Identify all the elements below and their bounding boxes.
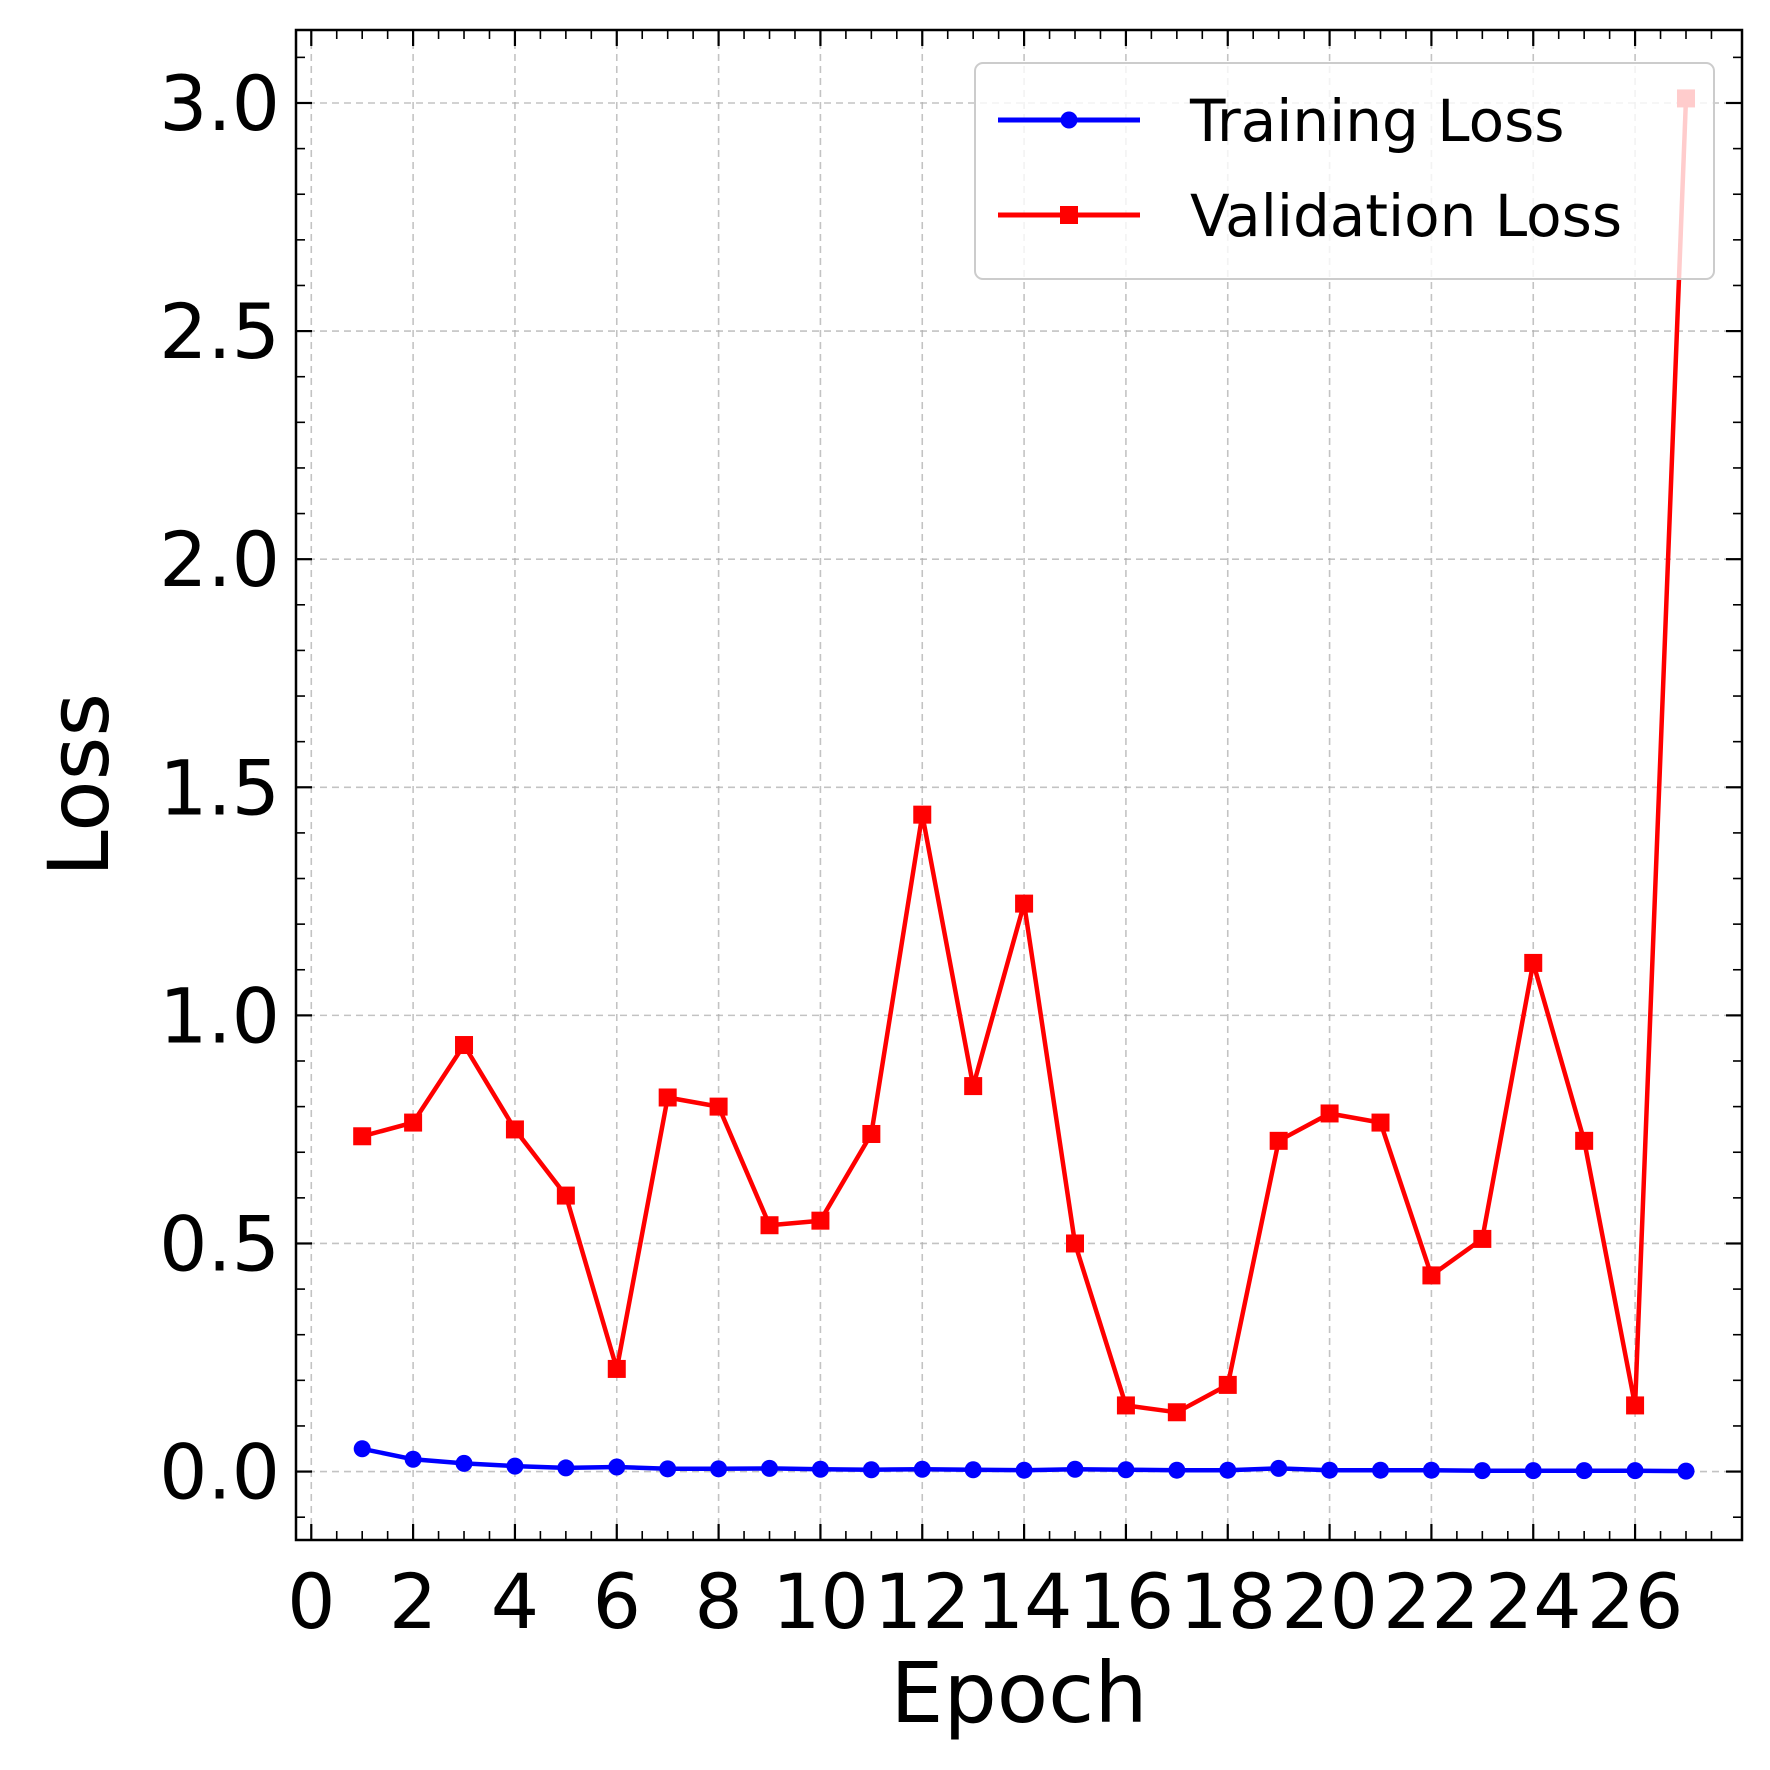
- data-point: [1168, 1461, 1186, 1479]
- y-tick-label: 2.0: [159, 515, 280, 604]
- data-point: [1320, 1104, 1339, 1123]
- data-point: [1167, 1403, 1186, 1422]
- series-training-loss: [353, 1440, 1695, 1480]
- data-point: [811, 1211, 830, 1230]
- data-point: [1219, 1461, 1237, 1479]
- plot-frame: [294, 28, 1744, 1542]
- data-point: [404, 1450, 422, 1468]
- data-point: [353, 1440, 371, 1458]
- y-tick-label: 2.5: [159, 287, 280, 376]
- x-tick-label: 0: [287, 1557, 335, 1646]
- x-tick-label: 8: [694, 1557, 742, 1646]
- data-point: [1116, 1396, 1135, 1415]
- x-axis-title: Epoch: [890, 1644, 1147, 1742]
- data-point: [505, 1120, 524, 1139]
- data-point: [1677, 1462, 1695, 1480]
- data-point: [1015, 894, 1034, 913]
- data-point: [1626, 1462, 1644, 1480]
- data-point: [1473, 1229, 1492, 1248]
- data-point: [913, 805, 932, 824]
- data-point: [608, 1458, 626, 1476]
- y-tick-label: 0.5: [159, 1199, 280, 1288]
- x-tick-label: 22: [1383, 1557, 1480, 1646]
- data-point: [1117, 1461, 1135, 1479]
- data-point: [761, 1459, 779, 1477]
- y-axis-title: Loss: [30, 693, 128, 877]
- x-tick-labels: 0 2 4 6 8 10 12 14 16 18 20 22 24 26: [287, 1557, 1683, 1646]
- data-point: [811, 1460, 829, 1478]
- major-ticks: [296, 30, 1742, 1540]
- data-point: [1524, 953, 1543, 972]
- x-tick-label: 2: [389, 1557, 437, 1646]
- data-point: [862, 1124, 881, 1143]
- y-tick-label: 3.0: [159, 59, 280, 148]
- x-tick-label: 18: [1179, 1557, 1276, 1646]
- x-tick-label: 24: [1485, 1557, 1582, 1646]
- data-point: [1371, 1113, 1390, 1132]
- data-point: [1015, 1461, 1033, 1479]
- data-point: [1066, 1460, 1084, 1478]
- data-point: [710, 1460, 728, 1478]
- legend-marker: [1060, 111, 1078, 129]
- legend: Training Loss Validation Loss: [974, 62, 1715, 280]
- legend-label: Training Loss: [1189, 87, 1565, 155]
- x-tick-label: 6: [593, 1557, 641, 1646]
- data-point: [1575, 1131, 1594, 1150]
- data-point: [1524, 1462, 1542, 1480]
- minor-ticks: [296, 30, 1742, 1540]
- data-point: [1422, 1461, 1440, 1479]
- legend-item: Training Loss: [998, 87, 1565, 155]
- x-tick-label: 10: [772, 1557, 869, 1646]
- data-point: [1269, 1131, 1288, 1150]
- data-point: [557, 1459, 575, 1477]
- data-point: [913, 1460, 931, 1478]
- data-point: [1626, 1396, 1645, 1415]
- legend-marker: [1060, 206, 1078, 224]
- y-tick-label: 1.0: [159, 971, 280, 1060]
- legend-box: [974, 62, 1715, 280]
- data-point: [1422, 1266, 1441, 1285]
- data-point: [1473, 1462, 1491, 1480]
- data-point: [709, 1097, 728, 1116]
- x-tick-label: 16: [1078, 1557, 1175, 1646]
- data-point: [607, 1359, 626, 1378]
- data-point: [1372, 1461, 1389, 1479]
- data-point: [658, 1088, 677, 1107]
- data-point: [1575, 1462, 1593, 1480]
- data-point: [1066, 1234, 1085, 1253]
- data-point: [506, 1457, 524, 1475]
- data-point: [556, 1186, 575, 1205]
- y-tick-label: 0.0: [159, 1428, 280, 1517]
- data-point: [760, 1216, 779, 1235]
- legend-item: Validation Loss: [998, 182, 1622, 250]
- data-point: [455, 1454, 473, 1472]
- x-tick-label: 12: [874, 1557, 971, 1646]
- y-tick-labels: 0.0 0.5 1.0 1.5 2.0 2.5 3.0: [159, 59, 280, 1517]
- x-tick-label: 26: [1587, 1557, 1684, 1646]
- data-point: [964, 1077, 983, 1096]
- data-point: [964, 1461, 982, 1479]
- x-tick-label: 4: [491, 1557, 539, 1646]
- x-tick-label: 14: [976, 1557, 1073, 1646]
- legend-label: Validation Loss: [1190, 182, 1622, 250]
- y-tick-label: 1.5: [159, 743, 280, 832]
- data-point: [1270, 1459, 1288, 1477]
- data-point: [862, 1461, 880, 1479]
- data-point: [353, 1127, 372, 1146]
- x-tick-label: 20: [1281, 1557, 1378, 1646]
- data-point: [659, 1460, 677, 1478]
- data-point: [1321, 1461, 1339, 1479]
- data-point: [1218, 1375, 1237, 1394]
- data-point: [455, 1036, 474, 1055]
- data-point: [404, 1113, 423, 1132]
